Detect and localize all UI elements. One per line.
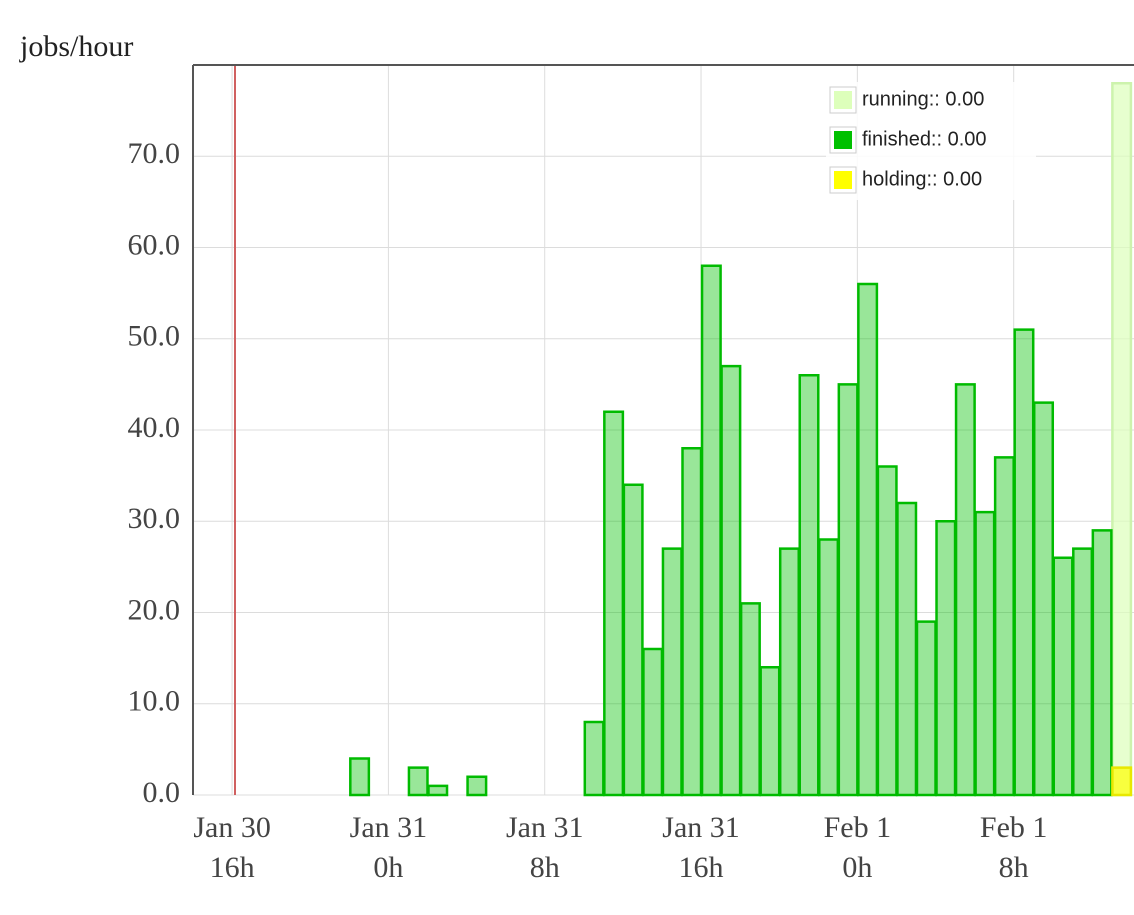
bar	[1111, 766, 1133, 797]
bar	[1091, 529, 1113, 797]
bar	[1013, 328, 1035, 797]
y-tick-label: 50.0	[128, 320, 181, 353]
bar	[1072, 547, 1094, 797]
y-tick-label: 30.0	[128, 502, 181, 535]
legend-swatch	[834, 131, 852, 149]
y-tick-label: 70.0	[128, 137, 181, 170]
bar	[818, 538, 840, 797]
bar	[778, 547, 800, 797]
bar	[720, 364, 742, 797]
bar	[935, 520, 957, 797]
legend-box	[826, 82, 1036, 200]
legend-swatch-border	[829, 86, 857, 114]
bar	[739, 602, 761, 797]
y-tick-label: 60.0	[128, 228, 181, 261]
x-tick-label: Jan 31 16h	[662, 811, 740, 884]
bar	[427, 784, 449, 797]
legend-swatch-border	[829, 166, 857, 194]
bar	[622, 483, 644, 797]
y-tick-label: 40.0	[128, 411, 181, 444]
bar	[681, 447, 703, 797]
legend-label: finished:: 0.00	[862, 128, 987, 150]
bar	[857, 282, 879, 797]
bar	[1111, 82, 1133, 797]
x-tick-label: Jan 31 8h	[505, 811, 584, 884]
legend-swatch	[834, 91, 852, 109]
y-axis-label: jobs/hour	[19, 30, 133, 63]
x-tick-label: Feb 1 8h	[979, 811, 1048, 884]
bar	[466, 775, 488, 797]
x-tick-label: Feb 1 0h	[823, 811, 892, 884]
bar	[896, 501, 918, 797]
bar	[876, 465, 898, 797]
bar	[583, 720, 605, 797]
legend-label: holding:: 0.00	[862, 168, 982, 190]
bar	[661, 547, 683, 797]
x-tick-label: Jan 30 16h	[193, 811, 271, 884]
y-tick-label: 0.0	[143, 776, 181, 809]
bar	[1052, 556, 1074, 797]
legend-label: running:: 0.00	[862, 88, 984, 110]
legend-swatch-border	[829, 126, 857, 154]
bar	[603, 410, 625, 797]
bar	[837, 383, 859, 797]
x-tick-label: Jan 31 0h	[349, 811, 428, 884]
bar	[349, 757, 371, 797]
bar	[642, 647, 664, 797]
bar	[407, 766, 429, 797]
y-tick-label: 10.0	[128, 685, 181, 718]
bar	[700, 264, 722, 797]
bar	[1032, 401, 1055, 797]
y-tick-label: 20.0	[128, 593, 181, 626]
bar	[993, 456, 1015, 797]
bar	[798, 374, 820, 797]
legend-swatch	[834, 171, 852, 189]
bar	[974, 510, 996, 797]
bar	[759, 666, 781, 797]
bar	[915, 620, 937, 797]
bar	[954, 383, 976, 797]
